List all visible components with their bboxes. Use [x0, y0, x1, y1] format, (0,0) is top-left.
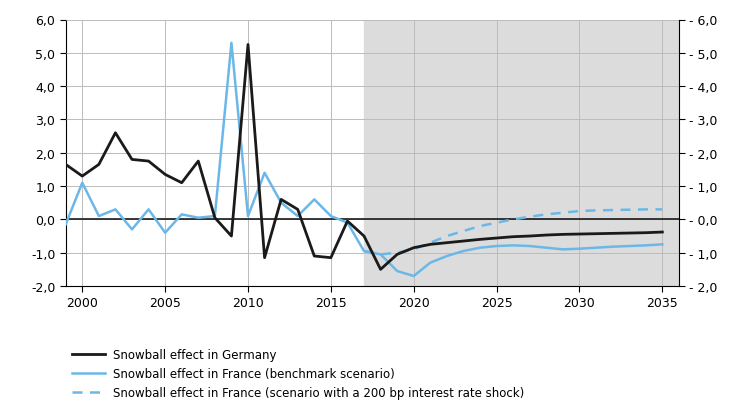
Snowball effect in France (benchmark scenario) [194, 216, 203, 220]
Snowball effect in France (benchmark scenario) [591, 246, 600, 251]
Line: Snowball effect in France (benchmark scenario): Snowball effect in France (benchmark sce… [66, 44, 662, 276]
Snowball effect in France (benchmark scenario) [393, 269, 402, 274]
Snowball effect in Germany [310, 254, 319, 259]
Snowball effect in France (benchmark scenario) [177, 212, 186, 217]
Snowball effect in Germany [111, 131, 120, 136]
Snowball effect in France (scenario with a 200 bp interest rate shock) [642, 207, 650, 212]
Snowball effect in France (scenario with a 200 bp interest rate shock) [658, 207, 666, 212]
Snowball effect in France (scenario with a 200 bp interest rate shock) [426, 240, 434, 245]
Snowball effect in Germany [393, 252, 402, 257]
Line: Snowball effect in France (scenario with a 200 bp interest rate shock): Snowball effect in France (scenario with… [364, 210, 662, 255]
Legend: Snowball effect in Germany, Snowball effect in France (benchmark scenario), Snow: Snowball effect in Germany, Snowball eff… [72, 348, 524, 399]
Snowball effect in Germany [78, 174, 87, 179]
Snowball effect in Germany [145, 159, 153, 164]
Snowball effect in France (scenario with a 200 bp interest rate shock) [526, 215, 534, 220]
Snowball effect in France (benchmark scenario) [542, 246, 550, 251]
Snowball effect in Germany [526, 234, 534, 239]
Snowball effect in Germany [608, 231, 617, 236]
Snowball effect in France (benchmark scenario) [459, 249, 468, 254]
Snowball effect in Germany [426, 242, 434, 247]
Snowball effect in France (benchmark scenario) [608, 245, 617, 249]
Snowball effect in France (benchmark scenario) [293, 214, 302, 219]
Snowball effect in Germany [94, 162, 103, 167]
Snowball effect in France (scenario with a 200 bp interest rate shock) [492, 221, 501, 226]
Snowball effect in Germany [376, 267, 385, 272]
Snowball effect in Germany [177, 181, 186, 186]
Snowball effect in France (scenario with a 200 bp interest rate shock) [558, 211, 567, 216]
Snowball effect in Germany [459, 239, 468, 244]
Snowball effect in Germany [260, 256, 269, 261]
Snowball effect in France (benchmark scenario) [260, 171, 269, 176]
Snowball effect in Germany [658, 230, 666, 235]
Snowball effect in Germany [575, 232, 584, 237]
Snowball effect in Germany [244, 43, 253, 48]
Snowball effect in Germany [210, 216, 219, 220]
Snowball effect in France (scenario with a 200 bp interest rate shock) [509, 218, 518, 222]
Snowball effect in Germany [343, 219, 352, 224]
Snowball effect in France (scenario with a 200 bp interest rate shock) [575, 209, 584, 214]
Snowball effect in Germany [277, 198, 285, 202]
Snowball effect in Germany [128, 157, 137, 162]
Snowball effect in France (benchmark scenario) [658, 242, 666, 247]
Snowball effect in Germany [61, 162, 70, 167]
Snowball effect in France (benchmark scenario) [376, 252, 385, 257]
Snowball effect in Germany [410, 246, 418, 251]
Snowball effect in France (scenario with a 200 bp interest rate shock) [625, 208, 634, 213]
Snowball effect in France (scenario with a 200 bp interest rate shock) [376, 252, 385, 257]
Snowball effect in France (scenario with a 200 bp interest rate shock) [459, 229, 468, 234]
Snowball effect in France (benchmark scenario) [161, 231, 169, 236]
Snowball effect in Germany [161, 173, 169, 178]
Snowball effect in Germany [509, 235, 518, 240]
Snowball effect in Germany [542, 233, 550, 238]
Snowball effect in Germany [476, 237, 485, 242]
Snowball effect in France (benchmark scenario) [442, 254, 451, 259]
Snowball effect in Germany [625, 231, 634, 236]
Snowball effect in France (scenario with a 200 bp interest rate shock) [410, 247, 418, 252]
Snowball effect in Germany [326, 256, 335, 261]
Snowball effect in France (benchmark scenario) [244, 214, 253, 219]
Snowball effect in Germany [492, 236, 501, 241]
Line: Snowball effect in Germany: Snowball effect in Germany [66, 45, 662, 270]
Snowball effect in France (scenario with a 200 bp interest rate shock) [476, 224, 485, 229]
Snowball effect in France (benchmark scenario) [426, 261, 434, 265]
Snowball effect in France (benchmark scenario) [111, 207, 120, 212]
Snowball effect in France (benchmark scenario) [410, 274, 418, 279]
Snowball effect in France (scenario with a 200 bp interest rate shock) [591, 209, 600, 213]
Snowball effect in France (benchmark scenario) [94, 214, 103, 219]
Snowball effect in France (benchmark scenario) [310, 198, 319, 202]
Snowball effect in Germany [194, 159, 203, 164]
Snowball effect in Germany [642, 231, 650, 236]
Snowball effect in France (benchmark scenario) [343, 221, 352, 226]
Snowball effect in France (benchmark scenario) [61, 222, 70, 227]
Snowball effect in France (benchmark scenario) [360, 249, 369, 254]
Snowball effect in France (benchmark scenario) [575, 247, 584, 252]
Snowball effect in France (benchmark scenario) [145, 207, 153, 212]
Snowball effect in Germany [558, 232, 567, 237]
Snowball effect in France (scenario with a 200 bp interest rate shock) [542, 212, 550, 217]
Snowball effect in Germany [227, 234, 236, 239]
Snowball effect in France (benchmark scenario) [476, 246, 485, 251]
Snowball effect in France (benchmark scenario) [625, 244, 634, 249]
Snowball effect in Germany [360, 234, 369, 239]
Snowball effect in France (benchmark scenario) [277, 201, 285, 206]
Snowball effect in France (scenario with a 200 bp interest rate shock) [608, 208, 617, 213]
Snowball effect in France (benchmark scenario) [78, 181, 87, 186]
Snowball effect in France (benchmark scenario) [492, 244, 501, 249]
Snowball effect in Germany [442, 240, 451, 245]
Snowball effect in France (benchmark scenario) [526, 244, 534, 249]
Snowball effect in France (scenario with a 200 bp interest rate shock) [442, 234, 451, 239]
Snowball effect in France (benchmark scenario) [509, 243, 518, 248]
Snowball effect in France (scenario with a 200 bp interest rate shock) [360, 249, 369, 254]
Snowball effect in France (benchmark scenario) [210, 214, 219, 219]
Snowball effect in France (scenario with a 200 bp interest rate shock) [393, 251, 402, 256]
Snowball effect in France (benchmark scenario) [558, 247, 567, 252]
Snowball effect in France (benchmark scenario) [326, 214, 335, 219]
Bar [364, 20, 679, 286]
Snowball effect in France (benchmark scenario) [227, 41, 236, 46]
Snowball effect in Germany [293, 207, 302, 212]
Snowball effect in France (benchmark scenario) [642, 243, 650, 248]
Snowball effect in Germany [591, 231, 600, 236]
Snowball effect in France (benchmark scenario) [128, 227, 137, 232]
